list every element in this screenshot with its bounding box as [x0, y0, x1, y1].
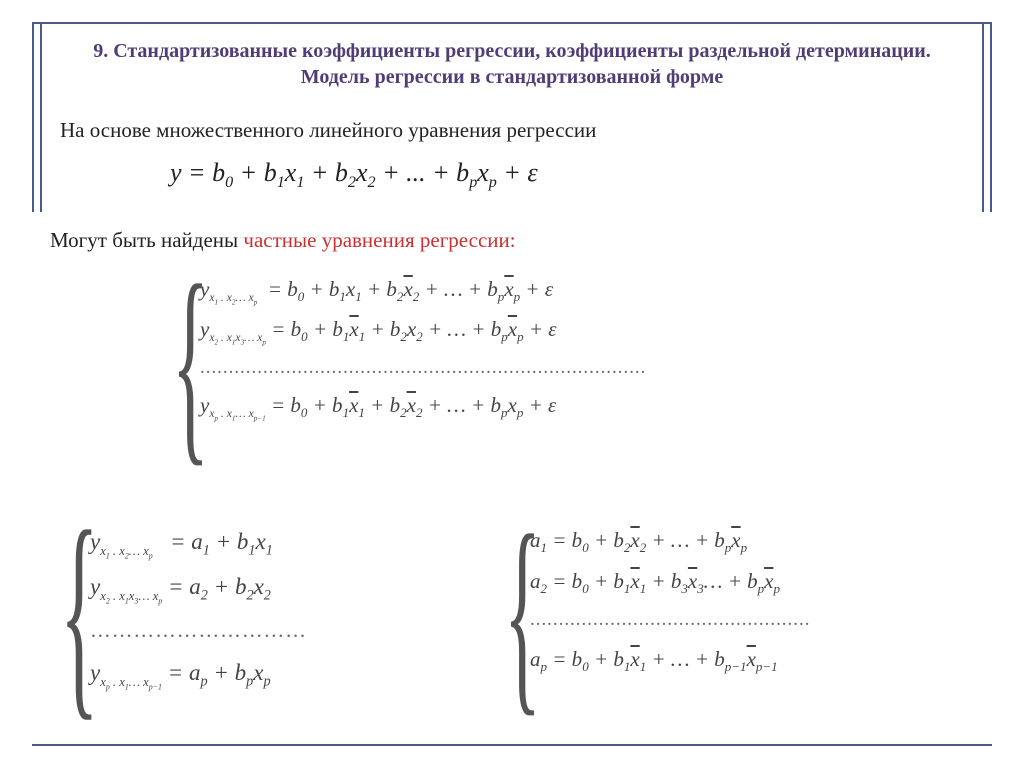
sys3-row2: a2 = b0 + b1x1 + b3x3… + bpxp: [530, 561, 810, 602]
subtext-line: Могут быть найдены частные уравнения рег…: [50, 228, 516, 253]
sys1-dots: ........................................…: [200, 350, 646, 386]
slide-title: 9. Стандартизованные коэффициенты регрес…: [60, 38, 964, 90]
sys2-row2: yx2 . x1x3… xp = a2 + b2x2: [90, 565, 307, 610]
vline-left-inner: [40, 22, 42, 212]
border-bottom: [32, 744, 992, 746]
sys2-row1: yx1 . x2… xp = a1 + b1x1: [90, 520, 307, 565]
vline-left-outer: [32, 22, 34, 212]
sys3-dots: ........................................…: [530, 602, 810, 639]
vline-right-inner: [982, 22, 984, 212]
slide-container: 9. Стандартизованные коэффициенты регрес…: [0, 0, 1024, 768]
sys1-row4: yxp . x1… xp−1 = b0 + b1x1 + b2x2 + … + …: [200, 386, 646, 426]
border-top: [32, 22, 992, 24]
equation-system-1: { yx1 . x2… xp = b0 + b1x1 + b2x2 + … + …: [200, 270, 646, 426]
subtext-plain: Могут быть найдены: [50, 228, 243, 252]
main-equation: y = b0 + b1x1 + b2x2 + ... + bpxp + ε: [170, 158, 538, 192]
sys1-row1: yx1 . x2… xp = b0 + b1x1 + b2x2 + … + bp…: [200, 270, 646, 310]
equation-system-2: { yx1 . x2… xp = a1 + b1x1 yx2 . x1x3… x…: [90, 520, 307, 697]
equation-system-3: { a1 = b0 + b2x2 + … + bpxp a2 = b0 + b1…: [530, 520, 810, 680]
subtext-highlight: частные уравнения регрессии:: [243, 228, 515, 252]
sys2-row4: yxp . x1… xp−1 = ap + bpxp: [90, 651, 307, 696]
intro-text: На основе множественного линейного уравн…: [60, 118, 964, 143]
sys2-dots: …………………………: [90, 611, 307, 651]
sys1-row2: yx2 . x1x3… xp = b0 + b1x1 + b2x2 + … + …: [200, 310, 646, 350]
vline-right-outer: [990, 22, 992, 212]
sys3-row1: a1 = b0 + b2x2 + … + bpxp: [530, 520, 810, 561]
sys3-row4: ap = b0 + b1x1 + … + bp−1xp−1: [530, 639, 810, 680]
